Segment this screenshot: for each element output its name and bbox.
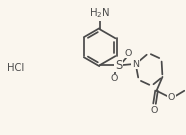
- Text: O: O: [168, 93, 175, 102]
- Text: O: O: [151, 106, 158, 115]
- Text: S: S: [115, 59, 122, 72]
- Text: HCl: HCl: [7, 63, 24, 73]
- Text: O: O: [124, 49, 132, 58]
- Text: H$_2$N: H$_2$N: [89, 7, 110, 21]
- Text: N: N: [132, 60, 139, 69]
- Text: O: O: [110, 74, 118, 83]
